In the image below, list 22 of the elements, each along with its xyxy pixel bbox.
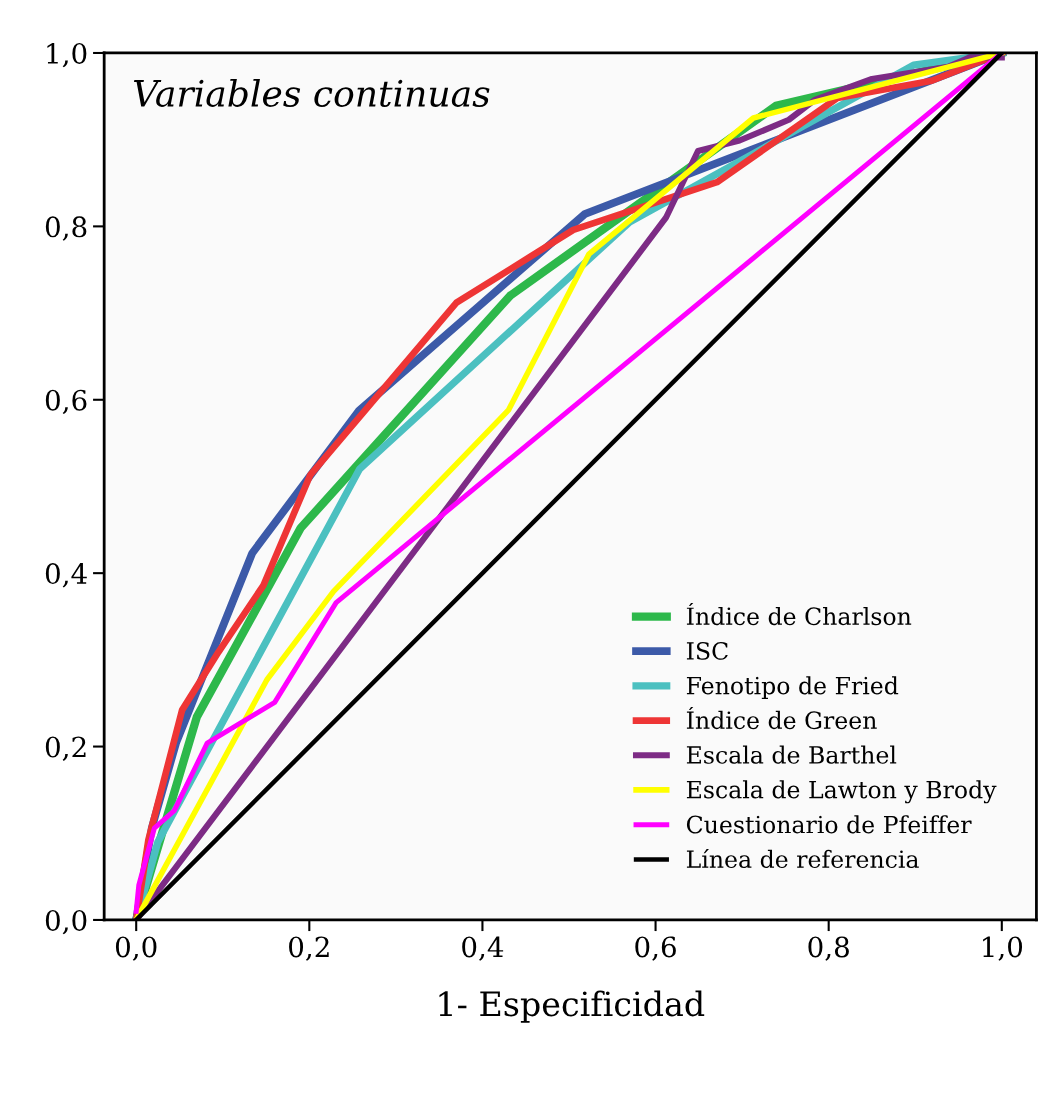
y-tick-label: 1,0 [47, 42, 87, 68]
legend-label: Índice de Green [686, 706, 877, 730]
y-tick-label: 0,4 [45, 563, 87, 588]
x-tick-label: 0,2 [289, 936, 329, 961]
legend-label: Cuestionario de Pfeiffer [686, 815, 972, 834]
x-tick-label: 1,0 [983, 936, 1023, 961]
x-axis-title: 1- Especificidad [439, 990, 705, 1023]
y-tick-label: 0,6 [45, 389, 87, 415]
y-tick-label: 0,8 [45, 216, 87, 241]
y-tick-label: 0,0 [45, 909, 87, 935]
legend-label: Fenotipo de Fried [686, 676, 899, 700]
legend-label: Línea de referencia [686, 848, 919, 869]
x-tick-label: 0,4 [462, 936, 504, 961]
legend-label: ISC [686, 641, 728, 660]
x-tick-label: 0,6 [635, 936, 676, 961]
legend-label: Escala de Lawton y Brody [686, 780, 997, 804]
x-tick-label: 0,8 [808, 936, 849, 961]
y-tick-label: 0,2 [45, 736, 86, 761]
annotation: Variables continuas [133, 78, 490, 107]
legend-label: Índice de Charlson [686, 603, 912, 626]
legend-label: Escala de Barthel [686, 745, 897, 764]
x-tick-label: 0,0 [115, 936, 157, 961]
